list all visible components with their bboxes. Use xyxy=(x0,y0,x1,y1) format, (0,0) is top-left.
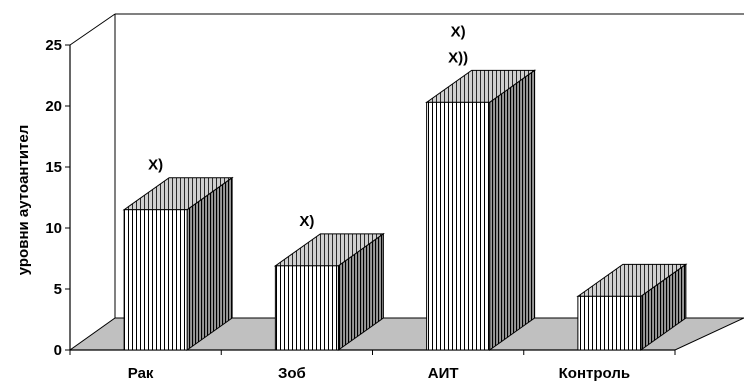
bar-Рак xyxy=(122,176,234,351)
x-tick-label: Рак xyxy=(128,365,154,382)
y-tick-label: 25 xyxy=(45,37,62,54)
y-axis: 0 5 10 15 20 25 xyxy=(45,37,676,359)
bar-side xyxy=(489,69,536,351)
y-tick-label: 10 xyxy=(45,220,62,237)
y-tick-label: 0 xyxy=(54,342,62,359)
bar-annotation: X) xyxy=(148,157,163,174)
bar-front xyxy=(123,209,188,351)
bar-Зоб xyxy=(273,232,385,351)
y-tick-label: 5 xyxy=(54,281,62,298)
y-axis-title: уровни аутоантител xyxy=(15,125,32,276)
bar-front xyxy=(426,101,491,351)
bar-АИТ xyxy=(425,69,537,351)
bar-annotation: X) xyxy=(299,213,314,230)
bar-front xyxy=(577,295,642,351)
bar-annotation: X) xyxy=(451,23,466,40)
bar-Контроль xyxy=(576,263,688,351)
y-tick-label: 15 xyxy=(45,159,62,176)
bar-annotation: X)) xyxy=(448,49,468,66)
bar-front xyxy=(274,265,339,351)
bars xyxy=(122,69,688,351)
x-tick-label: Зоб xyxy=(278,365,306,382)
side-wall-top-edge xyxy=(69,13,116,46)
y-tick-label: 20 xyxy=(45,98,62,115)
x-tick-label: Контроль xyxy=(559,365,630,382)
x-tick-label: АИТ xyxy=(428,365,459,382)
labels: X) Рак X) Зоб X) X)) АИТ Контроль xyxy=(128,23,630,382)
